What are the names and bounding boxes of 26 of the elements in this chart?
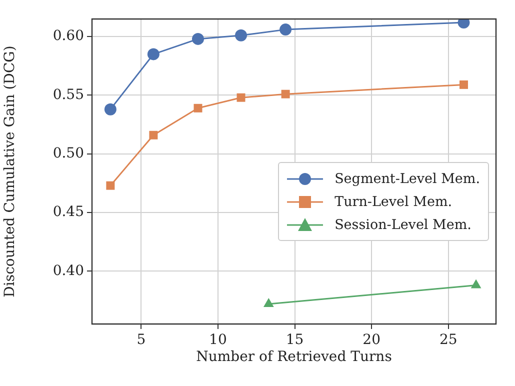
x-tick-label: 25 — [439, 332, 458, 348]
legend-label: Turn-Level Mem. — [334, 194, 452, 210]
point — [147, 48, 160, 60]
point — [280, 24, 292, 36]
x-tick-label: 5 — [136, 332, 146, 348]
y-axis-title: Discounted Cumulative Gain (DCG) — [2, 46, 18, 298]
legend-label: Segment-Level Mem. — [334, 170, 480, 186]
legend-label: Session-Level Mem. — [334, 216, 472, 232]
point — [149, 130, 158, 140]
point — [194, 104, 202, 112]
x-axis-title: Number of Retrieved Turns — [196, 349, 392, 366]
point — [235, 29, 248, 42]
point — [106, 181, 115, 190]
point — [281, 90, 290, 98]
x-tick-label: 20 — [362, 332, 380, 348]
y-tick-label: 0.55 — [52, 86, 84, 103]
point — [192, 32, 204, 45]
y-tick-label: 0.40 — [52, 262, 84, 279]
x-tick-label: 10 — [209, 332, 227, 348]
y-tick-label: 0.45 — [52, 204, 84, 220]
point — [236, 93, 246, 102]
point — [460, 80, 468, 89]
point — [104, 103, 116, 116]
x-tick-label: 15 — [286, 332, 304, 348]
y-tick-label: 0.60 — [52, 28, 84, 44]
y-tick-label: 0.50 — [52, 146, 84, 162]
